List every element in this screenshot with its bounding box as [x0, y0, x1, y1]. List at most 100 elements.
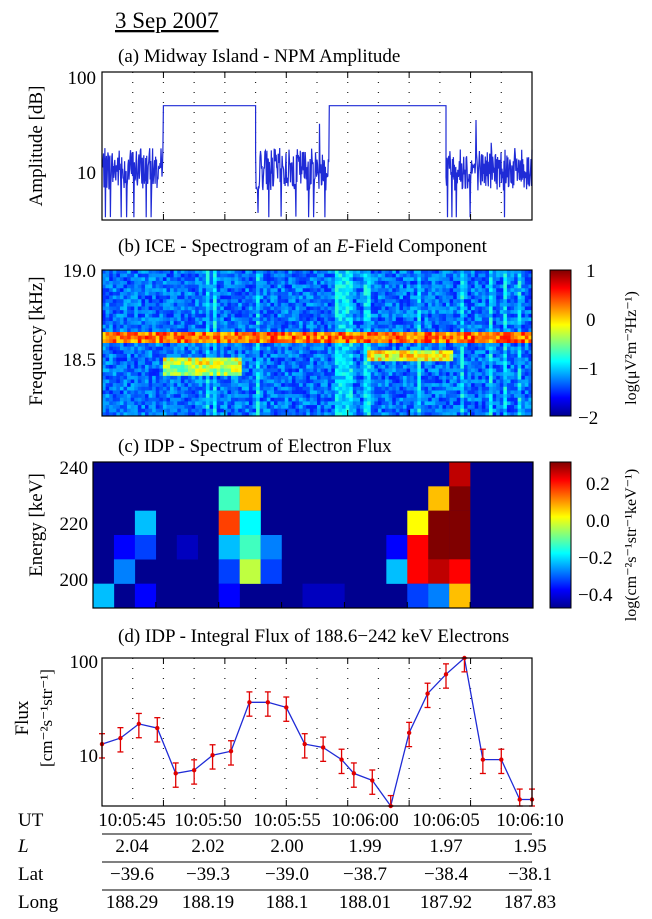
spectrogram-cell [496, 368, 501, 373]
spectrogram-cell [127, 335, 131, 340]
spectrogram-cell [220, 408, 225, 413]
spectrogram-cell [456, 394, 461, 399]
spectrogram-cell [216, 339, 221, 344]
spectrogram-cell [370, 379, 375, 384]
spectrogram-cell [105, 273, 110, 278]
spectrogram-cell [514, 277, 518, 282]
spectrogram-cell [123, 343, 128, 347]
spectrogram-cell [134, 390, 139, 395]
spectrogram-cell [291, 357, 296, 362]
spectrogram-cell [417, 299, 422, 304]
spectrogram-cell [141, 394, 146, 399]
spectrogram-cell [188, 328, 192, 333]
spectrogram-cell [489, 270, 493, 274]
spectrogram-cell [406, 379, 411, 384]
spectrogram-cell [492, 346, 497, 351]
spectrogram-cell [159, 313, 164, 318]
spectrogram-cell [159, 408, 164, 413]
spectrogram-cell [127, 270, 131, 274]
spectrogram-cell [306, 361, 311, 366]
spectrogram-cell [198, 397, 203, 402]
spectrogram-cell [234, 339, 239, 344]
spectrogram-cell [263, 383, 268, 388]
spectrogram-cell [184, 284, 189, 289]
spectrogram-cell [317, 343, 321, 347]
spectrogram-cell [410, 306, 415, 311]
spectrogram-cell [442, 390, 447, 395]
spectrogram-cell [127, 332, 131, 336]
spectrogram-cell [406, 277, 411, 282]
spectrogram-cell [227, 335, 232, 340]
spectrogram-cell [148, 350, 153, 355]
spectrogram-cell [198, 353, 203, 358]
spectrogram-cell [137, 397, 142, 402]
spectrogram-cell [155, 386, 160, 391]
spectrogram-cell [252, 270, 257, 274]
spectrogram-cell [388, 397, 393, 402]
spectrogram-cell [299, 397, 303, 402]
spectrogram-cell [528, 302, 533, 307]
spectrogram-cell [320, 412, 325, 417]
spectrogram-cell [162, 412, 167, 417]
spectrogram-cell [152, 317, 157, 322]
spectrogram-cell [309, 397, 314, 402]
spectrogram-cell [496, 332, 501, 336]
spectrogram-cell [245, 288, 250, 293]
spectrogram-cell [134, 284, 139, 289]
spectrogram-cell [503, 291, 508, 296]
spectrogram-cell [216, 361, 221, 366]
spectrogram-cell [342, 379, 346, 384]
spectrogram-cell [399, 375, 404, 380]
spectrogram-cell [162, 313, 167, 318]
spectrogram-cell [345, 401, 350, 406]
spectrogram-cell [360, 405, 364, 409]
spectrogram-cell [388, 350, 393, 355]
spectrogram-cell [506, 401, 511, 406]
spectrogram-cell [166, 353, 171, 358]
spectrogram-cell [116, 291, 121, 296]
spectrogram-cell [152, 346, 157, 351]
spectrogram-cell [248, 386, 253, 391]
spectrogram-cell [510, 394, 515, 399]
spectrogram-cell [385, 412, 389, 417]
spectrogram-cell [435, 412, 440, 417]
spectrogram-cell [123, 364, 128, 369]
spectrogram-cell [202, 386, 207, 391]
spectrogram-cell [406, 375, 411, 380]
spectrogram-cell [134, 317, 139, 322]
spectrogram-cell [152, 299, 157, 304]
spectrogram-cell [205, 383, 210, 388]
spectrogram-cell [281, 299, 286, 304]
spectrogram-cell [188, 270, 192, 274]
spectrogram-cell [334, 324, 339, 329]
spectrogram-cell [517, 295, 522, 300]
spectrogram-cell [471, 353, 475, 358]
spectrogram-cell [170, 324, 174, 329]
spectrogram-cell [381, 346, 386, 351]
spectrogram-cell [424, 394, 429, 399]
spectrogram-cell [496, 372, 501, 377]
spectrogram-cell [395, 306, 400, 311]
spectrogram-cell [424, 321, 429, 326]
spectrogram-cell [245, 386, 250, 391]
spectrogram-cell [127, 273, 131, 278]
spectrogram-cell [374, 343, 379, 347]
spectrogram-cell [395, 280, 400, 285]
spectrogram-cell [130, 291, 135, 296]
spectrogram-cell [270, 412, 275, 417]
spectrogram-cell [385, 288, 389, 293]
spectrogram-cell [234, 321, 239, 326]
spectrogram-cell [274, 364, 278, 369]
spectrogram-cell [313, 353, 318, 358]
spectrogram-cell [209, 328, 214, 333]
spectrogram-cell [334, 273, 339, 278]
spectrogram-cell [360, 383, 364, 388]
spectrogram-cell [145, 408, 149, 413]
spectrogram-cell [205, 375, 210, 380]
spectrogram-cell [102, 324, 106, 329]
spectrogram-cell [496, 339, 501, 344]
spectrogram-cell [528, 280, 533, 285]
spectrogram-cell [180, 353, 185, 358]
spectrogram-cell [453, 306, 458, 311]
spectrogram-cell [188, 291, 192, 296]
